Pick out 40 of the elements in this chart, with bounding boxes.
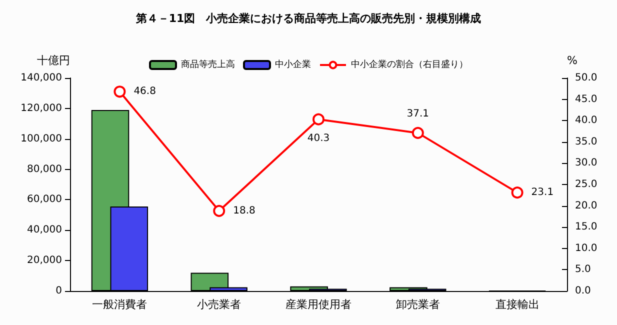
y2-axis-title: % — [567, 54, 578, 67]
y2-tick-label: 20.0 — [575, 200, 598, 212]
y2-tick-label: 0.0 — [575, 286, 591, 296]
y2-tick-label: 15.0 — [575, 222, 598, 233]
y-tick-label: 100,000 — [20, 133, 62, 144]
x-tick-label: 卸売業者 — [396, 298, 440, 311]
legend-label: 中小企業 — [275, 59, 311, 70]
y2-tick-label: 5.0 — [575, 264, 591, 276]
data-label: 37.1 — [406, 108, 430, 120]
point — [114, 86, 126, 98]
point — [511, 186, 524, 199]
y2-tick-label: 50.0 — [575, 72, 598, 84]
data-label: 46.8 — [134, 86, 156, 98]
y2-tick-label: 30.0 — [575, 158, 598, 169]
point — [412, 126, 424, 139]
point — [213, 204, 226, 217]
data-label: 23.1 — [531, 187, 554, 198]
data-label: 40.3 — [307, 132, 330, 144]
y-tick-label: 140,000 — [20, 72, 62, 84]
x-tick-label: 産業用使用者 — [286, 298, 352, 311]
y-tick-label: 80,000 — [27, 164, 62, 175]
x-tick-label: 一般消費者 — [92, 298, 148, 311]
y2-tick-label: 45.0 — [575, 94, 598, 105]
y-tick-label: 0 — [56, 286, 62, 296]
y-tick-label: 120,000 — [20, 102, 62, 114]
x-tick-label: 小売業者 — [197, 298, 242, 311]
legend-label: 中小企業の割合（右目盛り） — [351, 59, 468, 70]
chart-title: 第４－11図 小売企業における商品等売上高の販売先別・規模別構成 — [134, 12, 482, 25]
point — [312, 113, 324, 126]
y2-tick-label: 35.0 — [575, 136, 598, 148]
data-label: 18.8 — [233, 205, 256, 216]
legend-label: 商品等売上高 — [181, 59, 235, 70]
y2-tick-label: 25.0 — [575, 179, 598, 190]
y-axis-title: 十億円 — [37, 54, 70, 67]
y-tick-label: 20,000 — [27, 255, 62, 266]
x-tick-label: 直接輸出 — [495, 298, 540, 311]
y2-tick-label: 10.0 — [575, 242, 598, 254]
y2-tick-label: 40.0 — [575, 115, 598, 126]
y-tick-label: 40,000 — [27, 224, 62, 236]
y-tick-label: 60,000 — [27, 194, 62, 206]
